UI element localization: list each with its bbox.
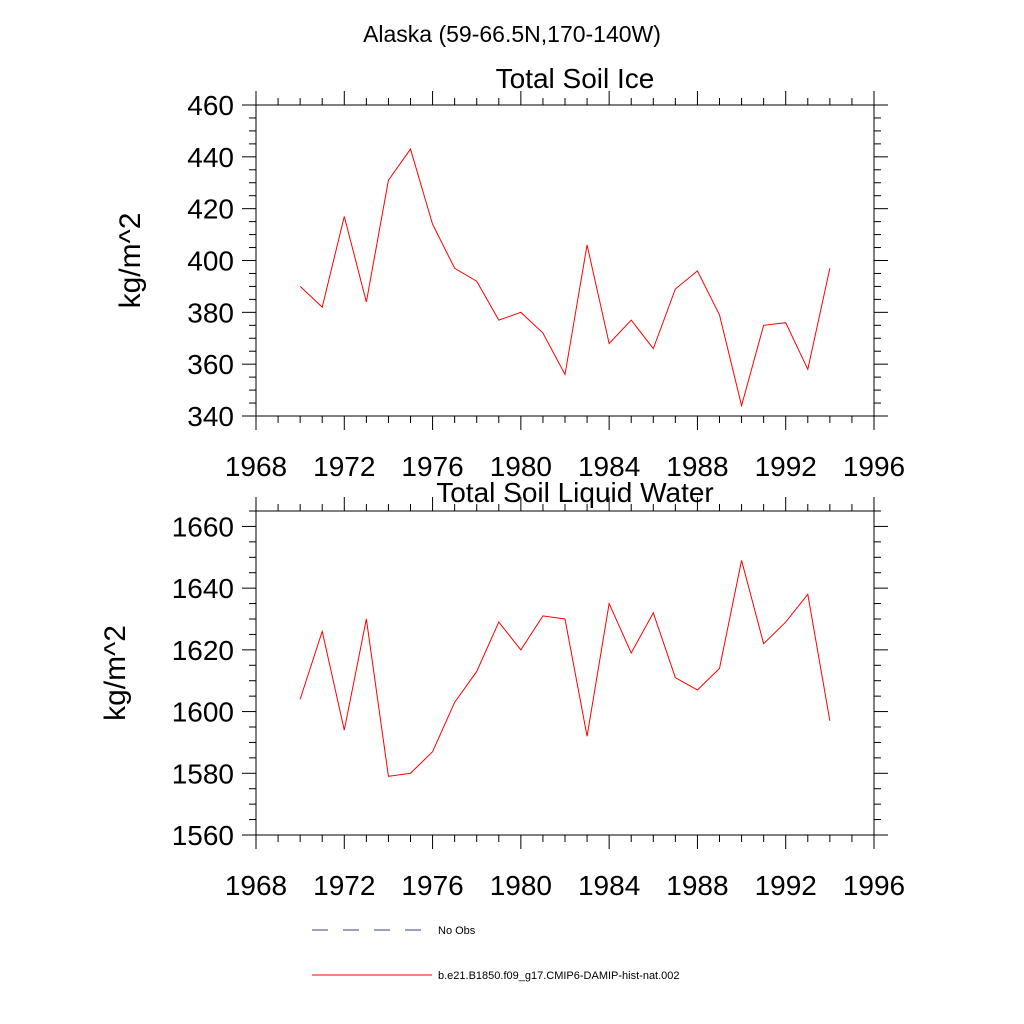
soil-liquid-water-y-tick-label: 1660 [172, 511, 234, 542]
soil-ice-plot-frame [255, 104, 875, 417]
soil-ice-x-tick-label: 1988 [666, 451, 728, 482]
soil-liquid-water-y-tick-label: 1600 [172, 697, 234, 728]
soil-liquid-water-plot-frame [255, 510, 875, 836]
soil-liquid-water-y-tick-label: 1560 [172, 820, 234, 851]
figure-title: Alaska (59-66.5N,170-140W) [363, 21, 661, 47]
soil-liquid-water-y-tick-label: 1620 [172, 635, 234, 666]
soil-ice-x-tick-label: 1968 [225, 451, 287, 482]
soil-ice-y-tick-label: 420 [187, 194, 234, 225]
soil-liquid-water-title: Total Soil Liquid Water [436, 477, 714, 508]
soil-liquid-water-x-tick-label: 1992 [755, 870, 817, 901]
soil-ice-x-tick-label: 1984 [578, 451, 640, 482]
soil-ice-x-tick-label: 1992 [755, 451, 817, 482]
soil-ice-panel: Total Soil Ice 1968 1972 1976 1980 1984 1988 19… [114, 63, 905, 482]
soil-liquid-water-x-tick-label: 1996 [843, 870, 905, 901]
soil-ice-y-axis-label: kg/m^2 [114, 213, 147, 309]
soil-ice-x-tick-label: 1980 [490, 451, 552, 482]
soil-liquid-water-x-tick-label: 1980 [490, 870, 552, 901]
soil-liquid-water-x-tick-label: 1984 [578, 870, 640, 901]
soil-liquid-water-x-tick-label: 1976 [401, 870, 463, 901]
soil-ice-x-tick-label: 1976 [401, 451, 463, 482]
soil-ice-y-tick-label: 380 [187, 297, 234, 328]
soil-liquid-water-x-tick-label: 1988 [666, 870, 728, 901]
soil-liquid-water-y-tick-label: 1640 [172, 573, 234, 604]
soil-ice-y-tick-label: 360 [187, 349, 234, 380]
legend-label-model: b.e21.B1850.f09_g17.CMIP6-DAMIP-hist-nat… [438, 970, 680, 982]
soil-ice-title: Total Soil Ice [496, 63, 655, 94]
legend: No Obs b.e21.B1850.f09_g17.CMIP6-DAMIP-hi… [312, 925, 680, 982]
soil-liquid-water-series-line [299, 560, 831, 777]
soil-ice-y-tick-label: 400 [187, 246, 234, 277]
soil-liquid-water-panel: Total Soil Liquid Water 1968 1972 1976 1980 1… [99, 477, 905, 901]
soil-liquid-water-y-tick-label: 1580 [172, 758, 234, 789]
legend-label-no-obs: No Obs [438, 925, 476, 937]
soil-ice-x-tick-label: 1972 [313, 451, 375, 482]
soil-ice-series-line [299, 147, 831, 408]
soil-liquid-water-x-tick-label: 1972 [313, 870, 375, 901]
soil-ice-y-tick-label: 440 [187, 142, 234, 173]
soil-ice-y-tick-label: 340 [187, 401, 234, 432]
soil-ice-y-tick-label: 460 [187, 90, 234, 121]
soil-ice-x-tick-label: 1996 [843, 451, 905, 482]
soil-liquid-water-y-axis-label: kg/m^2 [99, 625, 132, 721]
soil-liquid-water-x-tick-label: 1968 [225, 870, 287, 901]
